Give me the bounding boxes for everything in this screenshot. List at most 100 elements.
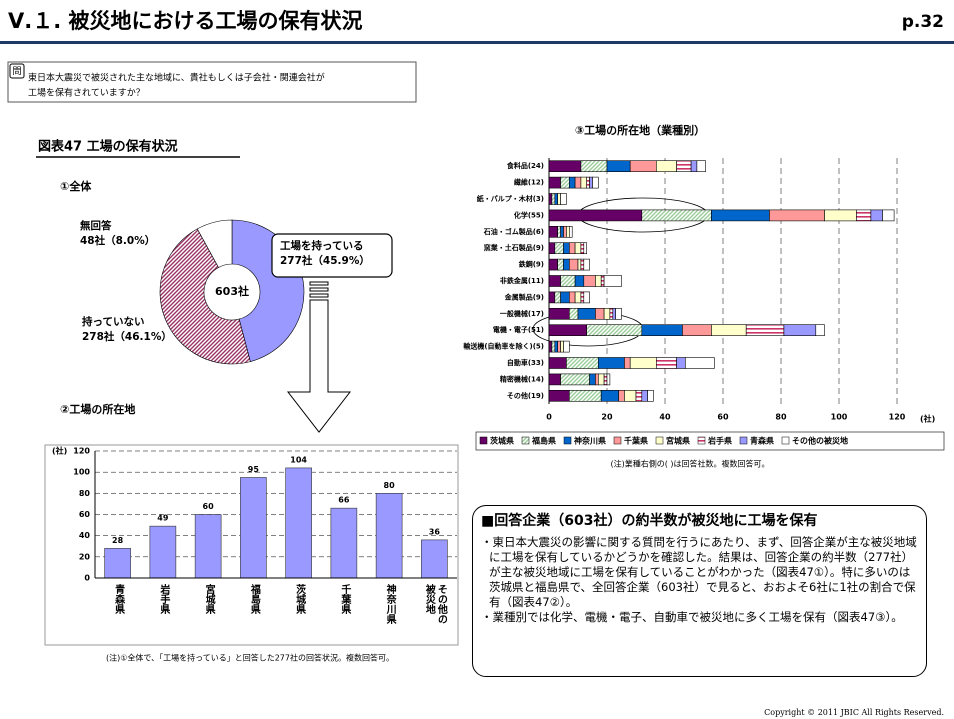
- pie-slice: [196, 219, 233, 268]
- bar-segment: [624, 389, 637, 402]
- bar-segment: [595, 275, 602, 287]
- bar-segment: [882, 209, 895, 222]
- bar-segment: [568, 176, 576, 189]
- slice-label: 持っていない: [82, 315, 144, 328]
- legend-swatch: [655, 436, 664, 445]
- bar-segment: [548, 307, 570, 320]
- summary-title: ■回答企業（603社）の約半数が被災地に工場を保有: [481, 513, 818, 529]
- x-tick-label: 120: [889, 413, 906, 422]
- legend-swatch: [739, 436, 748, 445]
- y-tick-label: 20: [79, 552, 91, 561]
- bar-subtitle: ②工場の所在地: [60, 402, 135, 416]
- bar: [194, 514, 222, 579]
- header-rule: [0, 41, 954, 44]
- question-icon: 問: [12, 66, 21, 77]
- pie-slice: [159, 228, 251, 365]
- bar-segment: [592, 176, 599, 189]
- bar-segment: [597, 373, 605, 386]
- y-tick-label: 石油・ゴム製品(6): [483, 227, 544, 236]
- value-label: 49: [157, 514, 169, 523]
- bar-segment: [563, 226, 567, 238]
- legend-label: 茨城県: [490, 436, 514, 446]
- x-tick-label: 80: [775, 413, 787, 422]
- bar-segment: [600, 389, 619, 402]
- bar-segment: [676, 357, 686, 369]
- bar-segment: [696, 160, 706, 172]
- bar: [421, 539, 448, 579]
- x-tick-label: 福島県: [248, 584, 260, 614]
- bar-segment: [554, 291, 561, 304]
- callout-box: [271, 233, 393, 278]
- y-tick-label: 120: [73, 447, 90, 456]
- bar-segment: [583, 242, 587, 254]
- bar-segment: [655, 160, 677, 172]
- question-icon-box: [9, 63, 25, 79]
- bar-segment: [745, 324, 785, 337]
- bar-segment: [618, 389, 625, 402]
- legend-swatch: [697, 436, 706, 445]
- legend-swatch: [781, 436, 790, 445]
- bar-segment: [560, 226, 564, 238]
- title: Ⅴ.１. 被災地における工場の保有状況: [8, 9, 363, 33]
- bar-segment: [560, 176, 570, 189]
- y-tick-label: 鉄鋼(9): [519, 260, 544, 269]
- y-tick-label: 輸送機(自動車を除く)(5): [463, 342, 544, 351]
- x-tick-label: 20: [601, 413, 613, 422]
- bar-segment: [560, 275, 576, 287]
- y-axis-label: (社): [52, 446, 67, 456]
- x-tick-label: 茨城県: [293, 584, 305, 614]
- x-tick-label: 青森県: [112, 584, 124, 614]
- bar-segment: [568, 258, 579, 271]
- bar-segment: [548, 340, 553, 353]
- legend-swatch: [563, 436, 572, 445]
- bar-segment: [566, 357, 599, 369]
- bar-frame: [44, 444, 459, 646]
- bar-segment: [824, 209, 857, 222]
- value-label: 66: [338, 496, 350, 505]
- bar-note: (注)①全体で、「工場を持っている」と回答した277社の回答状況。複数回答可。: [106, 653, 394, 663]
- bar-segment: [557, 193, 561, 205]
- hbar-subtitle: ③工場の所在地（業種別）: [575, 123, 705, 137]
- bar-segment: [548, 258, 558, 271]
- y-tick-label: 精密機械(14): [500, 374, 544, 383]
- value-label: 28: [112, 536, 124, 545]
- legend-label: 神奈川県: [574, 436, 606, 446]
- pie-center-label: 603社: [215, 284, 249, 298]
- legend-box: [475, 431, 945, 451]
- bar-segment: [551, 340, 556, 353]
- bar-segment: [580, 176, 588, 189]
- y-tick-label: 窯業・土石製品(9): [484, 243, 544, 252]
- bar-segment: [624, 357, 631, 369]
- bar-segment: [548, 324, 588, 337]
- bar-segment: [548, 275, 561, 287]
- arrow: [286, 281, 352, 433]
- y-tick-label: 化学(55): [514, 210, 544, 219]
- bar-segment: [690, 160, 698, 172]
- bar-segment: [568, 226, 573, 238]
- figure-title: 図表47 工場の保有状況: [38, 139, 178, 155]
- value-label: 104: [290, 455, 307, 464]
- bar-segment: [548, 160, 582, 172]
- slice-value-label: 278社（46.1%）: [82, 330, 172, 343]
- bar-segment: [609, 307, 614, 320]
- bar-segment: [676, 160, 692, 172]
- slice-label: 工場を持っている: [280, 239, 363, 252]
- x-axis-label: (社): [920, 414, 935, 424]
- y-tick-label: 60: [79, 510, 91, 519]
- bar-segment: [574, 242, 582, 254]
- bar-segment: [856, 209, 872, 222]
- slice-value-label: 277社（45.9%）: [280, 254, 370, 267]
- legend-label: 青森県: [750, 436, 774, 446]
- bar-segment: [548, 226, 558, 238]
- bar-segment: [641, 389, 648, 402]
- bar-segment: [557, 258, 564, 271]
- bar-segment: [769, 209, 825, 222]
- bar: [149, 525, 177, 579]
- bar: [285, 467, 312, 579]
- bar-segment: [711, 324, 747, 337]
- legend-label: 千葉県: [624, 436, 648, 446]
- bar-segment: [568, 389, 602, 402]
- bar-segment: [815, 324, 825, 337]
- slice-value-label: 48社（8.0%）: [80, 234, 155, 247]
